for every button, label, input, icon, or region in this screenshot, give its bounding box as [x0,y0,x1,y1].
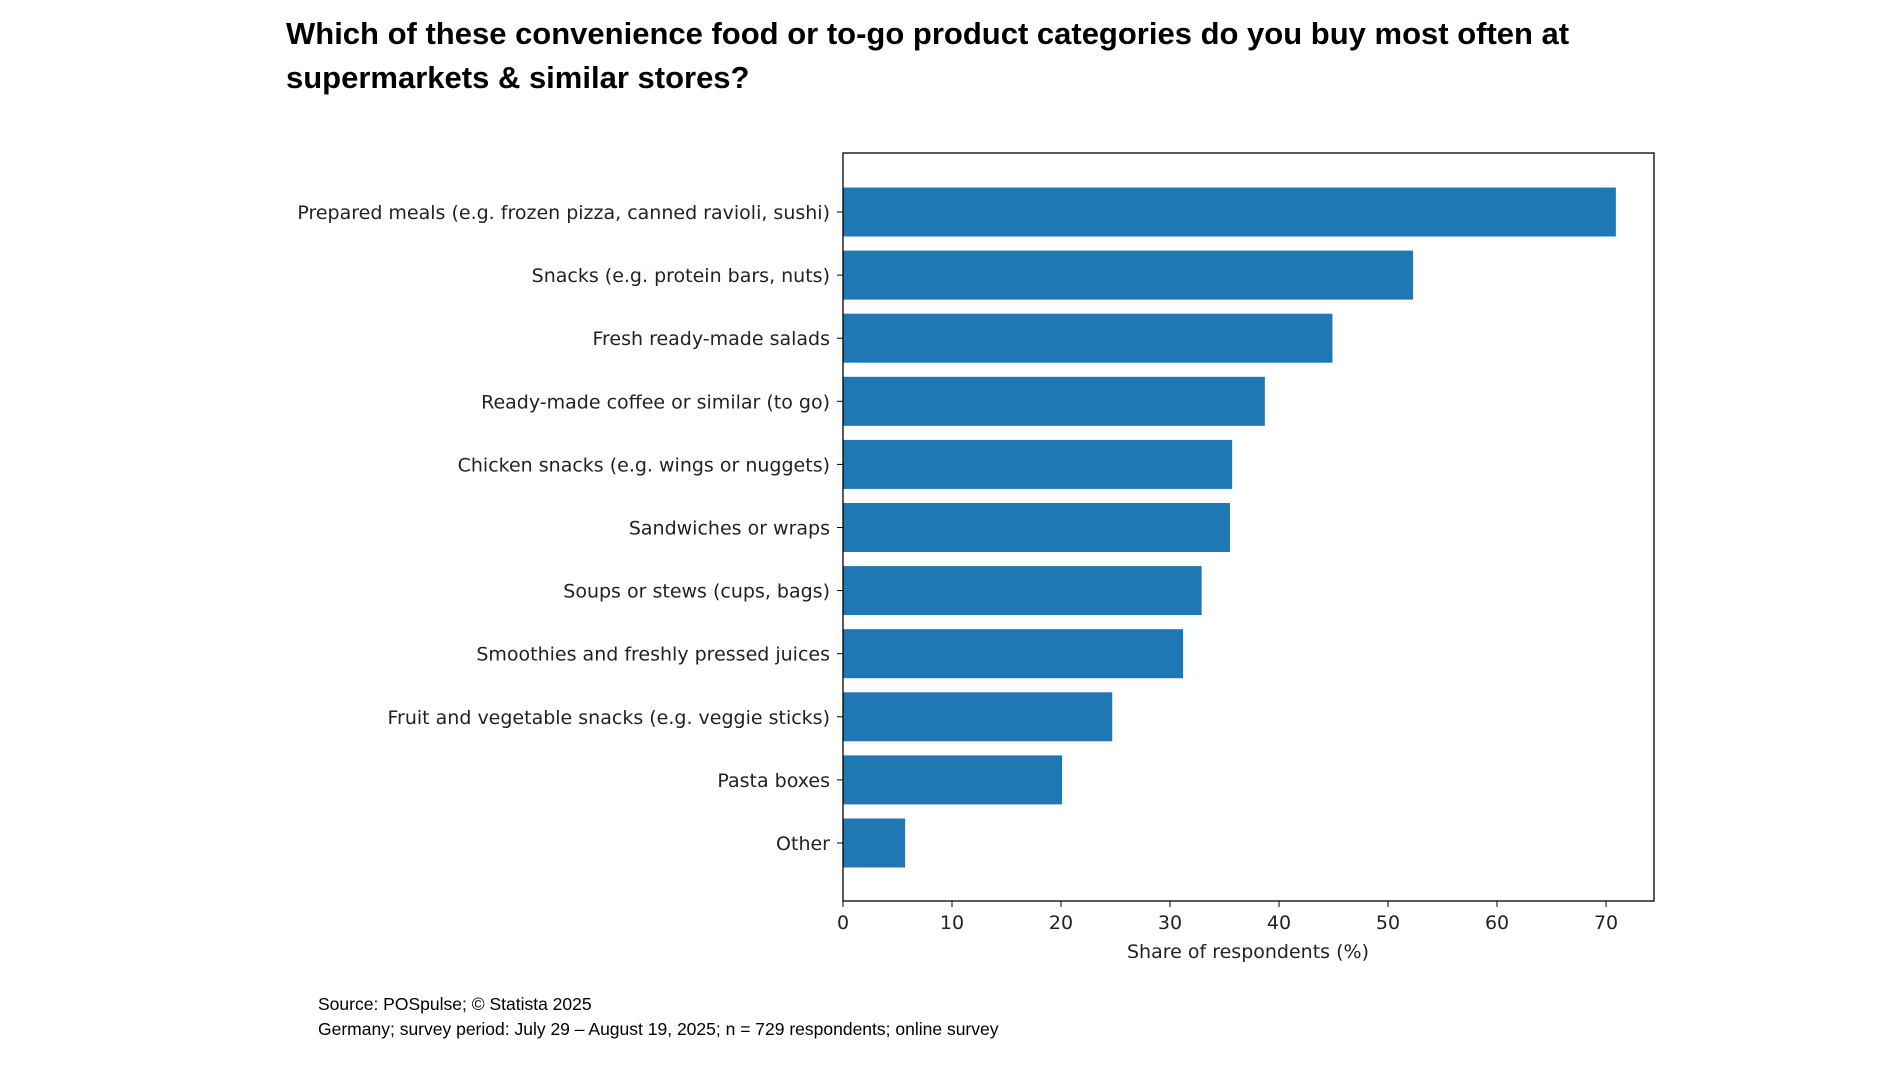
category-label: Soups or stews (cups, bags) [563,581,830,603]
axes-frame [842,152,1655,902]
x-ticks: 0 10 20 30 40 50 60 70 [837,901,1618,934]
bar [843,755,1063,805]
x-tick-label: 30 [1158,912,1182,934]
category-label: Snacks (e.g. protein bars, nuts) [532,265,830,287]
bar [843,629,1184,679]
x-tick-label: 60 [1485,912,1509,934]
x-tick-label: 10 [940,912,964,934]
bar [843,692,1113,742]
x-tick-label: 70 [1594,912,1618,934]
bar [843,566,1202,616]
bar [843,250,1414,300]
bar [843,187,1616,237]
category-label: Pasta boxes [717,770,830,792]
category-label: Prepared meals (e.g. frozen pizza, canne… [297,202,830,224]
source-note: Source: POSpulse; © Statista 2025 [318,994,592,1014]
category-label: Fresh ready-made salads [592,328,830,350]
category-label: Fruit and vegetable snacks (e.g. veggie … [387,707,830,729]
chart-title: Which of these convenience food or to-go… [286,16,1570,95]
x-tick-label: 20 [1049,912,1073,934]
category-label: Other [776,833,830,855]
x-tick-label: 50 [1376,912,1400,934]
bars-group [843,187,1616,868]
survey-note: Germany; survey period: July 29 – August… [318,1019,999,1039]
bar [843,376,1265,426]
category-label: Ready-made coffee or similar (to go) [481,391,830,413]
x-axis-label: Share of respondents (%) [1127,941,1369,963]
category-label: Chicken snacks (e.g. wings or nuggets) [458,454,830,476]
category-label: Smoothies and freshly pressed juices [476,644,830,666]
bar [843,503,1230,552]
category-label: Sandwiches or wraps [629,518,830,540]
bar [843,439,1233,489]
bar [843,313,1333,363]
category-labels: Prepared meals (e.g. frozen pizza, canne… [297,202,843,855]
x-tick-label: 0 [837,912,849,934]
x-tick-label: 40 [1267,912,1291,934]
bar [843,818,906,868]
